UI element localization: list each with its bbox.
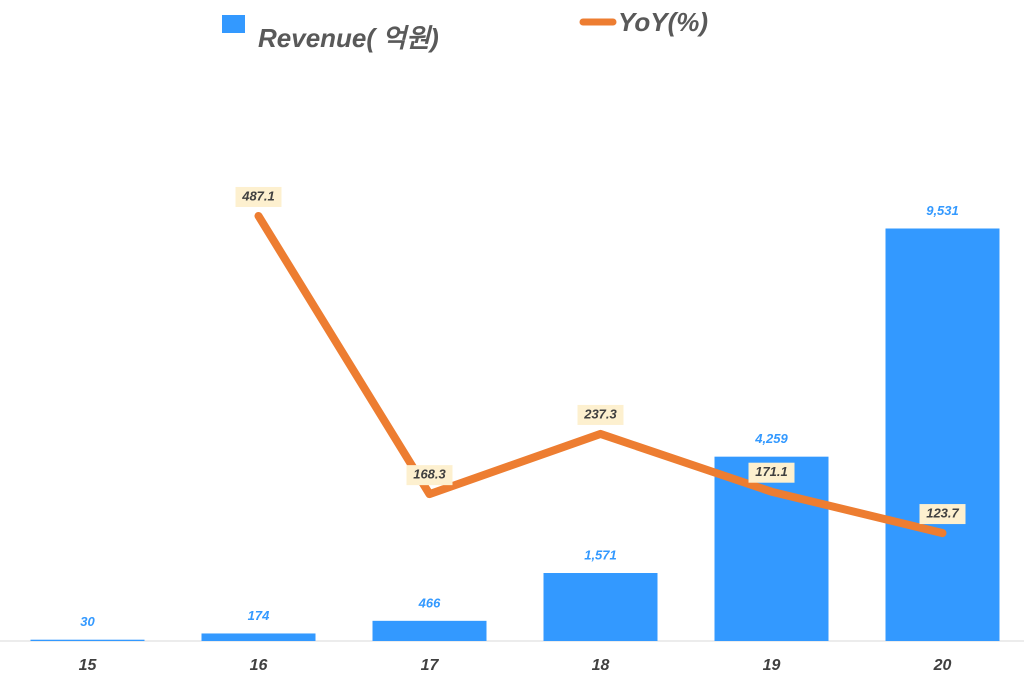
bar-value-label: 174 xyxy=(248,608,270,623)
line-label-box xyxy=(406,465,453,486)
bar-value-label: 4,259 xyxy=(754,431,788,446)
x-tick-label: 15 xyxy=(79,657,98,674)
bar xyxy=(714,456,829,641)
line-value-label: 123.7 xyxy=(926,505,959,520)
line-label-box xyxy=(748,462,795,483)
line-value-label: 171.1 xyxy=(755,464,788,479)
bar xyxy=(30,639,145,641)
line-value-label: 237.3 xyxy=(583,406,617,421)
bar xyxy=(885,228,1000,641)
x-tick-label: 20 xyxy=(933,657,952,674)
x-tick-label: 17 xyxy=(421,657,440,674)
legend-swatch xyxy=(222,15,245,33)
legend-label: YoY(%) xyxy=(618,7,708,37)
bar xyxy=(543,573,658,641)
line-label-box xyxy=(919,504,966,525)
bar xyxy=(201,633,316,641)
bar-value-label: 466 xyxy=(418,595,441,610)
bar-value-label: 9,531 xyxy=(926,203,959,218)
line-value-label: 168.3 xyxy=(413,467,446,482)
legend-label: Revenue( 억원) xyxy=(258,23,439,53)
line-label-box xyxy=(235,186,282,207)
bar-value-label: 1,571 xyxy=(584,547,617,562)
line-value-label: 487.1 xyxy=(241,188,275,203)
bar xyxy=(372,620,487,641)
x-tick-label: 18 xyxy=(592,657,610,674)
line xyxy=(254,211,947,538)
bar-value-label: 30 xyxy=(80,614,95,629)
x-tick-label: 16 xyxy=(250,657,268,674)
x-tick-label: 19 xyxy=(763,657,781,674)
line-label-box xyxy=(577,404,624,425)
